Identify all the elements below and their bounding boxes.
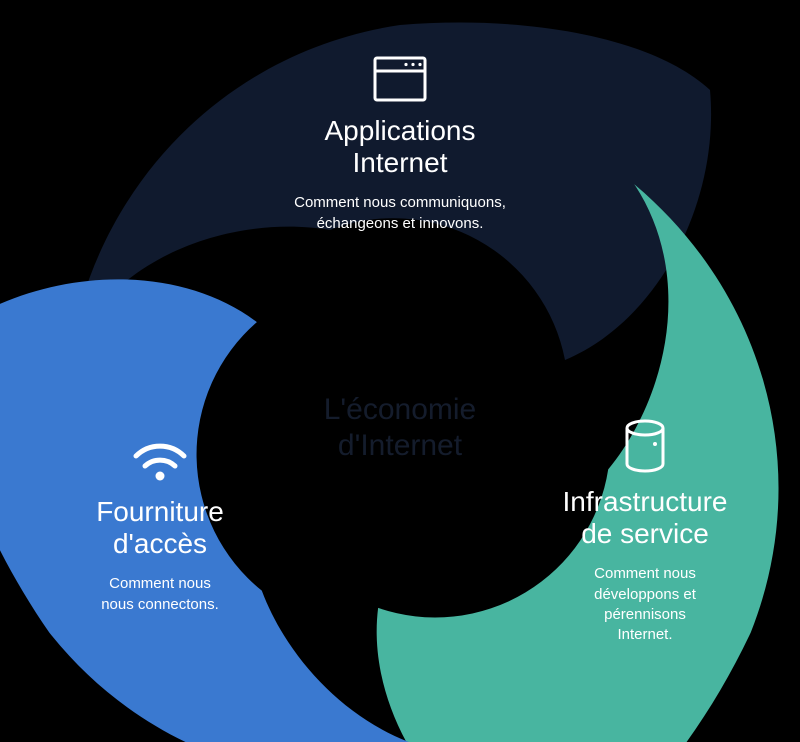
segment-infrastructure-desc: Comment nous développons et pérennisons …	[545, 564, 745, 645]
segment-applications: Applications Internet Comment nous commu…	[250, 55, 550, 234]
segment-infrastructure-title: Infrastructure de service	[545, 486, 745, 550]
segment-access-desc: Comment nous nous connectons.	[65, 574, 255, 615]
economy-diagram: L'économie d'Internet Applications Inter…	[0, 0, 800, 742]
center-title-line1: L'économie	[290, 392, 510, 428]
center-title-line2: d'Internet	[290, 428, 510, 464]
segment-applications-desc: Comment nous communiquons, échangeons et…	[250, 193, 550, 234]
segment-applications-title: Applications Internet	[250, 115, 550, 179]
database-icon	[545, 418, 745, 474]
segment-access-title: Fourniture d'accès	[65, 496, 255, 560]
segment-access: Fourniture d'accès Comment nous nous con…	[65, 438, 255, 615]
center-title: L'économie d'Internet	[290, 392, 510, 464]
wifi-icon	[65, 438, 255, 484]
segment-infrastructure: Infrastructure de service Comment nous d…	[545, 418, 745, 645]
browser-window-icon	[250, 55, 550, 103]
